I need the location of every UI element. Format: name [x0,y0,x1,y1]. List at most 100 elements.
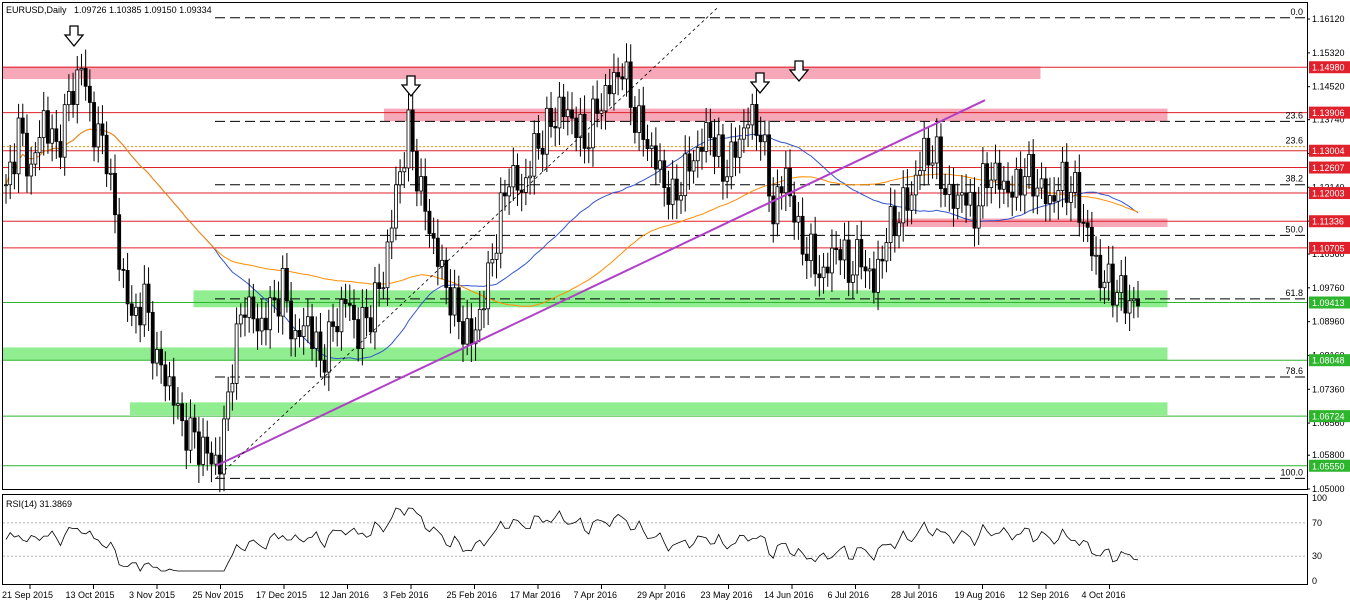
candle-body [188,417,193,451]
candle-body [1077,172,1082,223]
candle-body [419,176,423,192]
candle-body [1127,300,1132,314]
time-tick-label: 17 Mar 2016 [510,590,561,600]
candle-body [180,403,184,422]
level-label-bg-1 [1309,106,1350,119]
candle-body [519,189,524,193]
candle-body [553,126,558,129]
candle-body [201,436,205,465]
candle-body [1048,195,1052,205]
price-tick-label: 1.08960 [1312,317,1345,327]
candle-body [1119,275,1124,293]
candle-body [482,308,486,311]
candle-body [1014,168,1019,198]
candle-body [632,106,637,133]
candle-body [305,316,310,327]
candle-body [918,170,922,176]
fib-ratio-6: 100.0 [1280,467,1303,477]
candle-body [71,91,75,105]
down-arrow-icon [749,72,771,95]
zone-5 [130,402,1168,416]
time-tick-label: 17 Dec 2015 [256,590,307,600]
level-label-bg-4 [1309,187,1350,200]
candle-body [452,287,457,316]
candle-body [150,311,155,364]
candle-body [50,128,55,144]
price-tick-label: 1.05800 [1312,450,1345,460]
candle-body [616,72,621,78]
candle-body [855,239,859,276]
candle-body [29,163,34,177]
candle-body [37,137,42,154]
candle-body [783,167,788,194]
time-tick-label: 14 Jun 2016 [764,590,814,600]
down-arrow-icon [400,75,422,98]
rsi-axis-label: 30 [1312,551,1322,561]
candle-body [339,299,344,333]
fib-ratio-0: 0.0 [1290,7,1303,17]
candle-body [423,176,428,212]
candle-body [863,266,868,272]
candle-body [586,147,591,150]
price-tick-label: 1.14520 [1312,82,1345,92]
candle-body [230,383,235,393]
candle-body [335,326,340,333]
price-tick-label: 1.15320 [1312,48,1345,58]
level-label-bg-6 [1309,241,1350,254]
candle-body [121,268,126,271]
candle-body [364,306,369,319]
candle-body [310,316,314,349]
candle-body [1018,168,1023,196]
candle-body [213,454,218,465]
candle-body [779,186,784,194]
candle-body [620,76,625,80]
candle-body [410,109,415,152]
candle-body [1022,176,1027,196]
candle-body [314,331,319,349]
time-tick-label: 3 Nov 2015 [129,590,175,600]
candle-body [461,321,465,345]
zone-4 [3,347,1168,361]
level-label-3: 1.12607 [1312,163,1345,173]
candle-body [758,135,763,143]
time-tick-label: 7 Apr 2016 [574,590,618,600]
time-tick-label: 12 Sep 2016 [1018,590,1069,600]
candle-body [58,141,63,158]
candle-body [285,268,289,302]
candle-body [746,124,750,129]
candle-body [41,110,46,138]
level-label-bg-9 [1309,410,1350,423]
purple-trendline [215,99,986,467]
candle-body [238,314,243,325]
candle-body [892,206,897,237]
candle-body [167,376,172,387]
candle-body [473,329,478,345]
candle-body [997,162,1002,190]
candle-body [129,303,134,316]
candle-body [62,104,67,158]
candle-body [721,134,725,182]
candle-body [599,110,604,114]
candle-body [1106,263,1111,283]
candle-body [951,183,956,209]
candle-body [792,195,797,223]
candle-body [427,210,432,234]
candle-body [691,160,696,172]
candle-body [486,262,491,310]
candle-body [725,176,730,182]
candle-body [264,317,268,331]
candle-body [96,123,101,148]
candle-body [184,420,189,451]
candle-body [834,247,839,250]
level-label-bg-2 [1309,144,1350,157]
candle-body [456,287,461,322]
candle-body [561,96,566,118]
candle-body [523,177,528,193]
candle-body [704,122,709,152]
candle-body [1081,221,1086,224]
candle-body [142,283,147,326]
candle-body [934,136,939,164]
candle-body [658,160,662,170]
candle-body [1043,178,1048,205]
